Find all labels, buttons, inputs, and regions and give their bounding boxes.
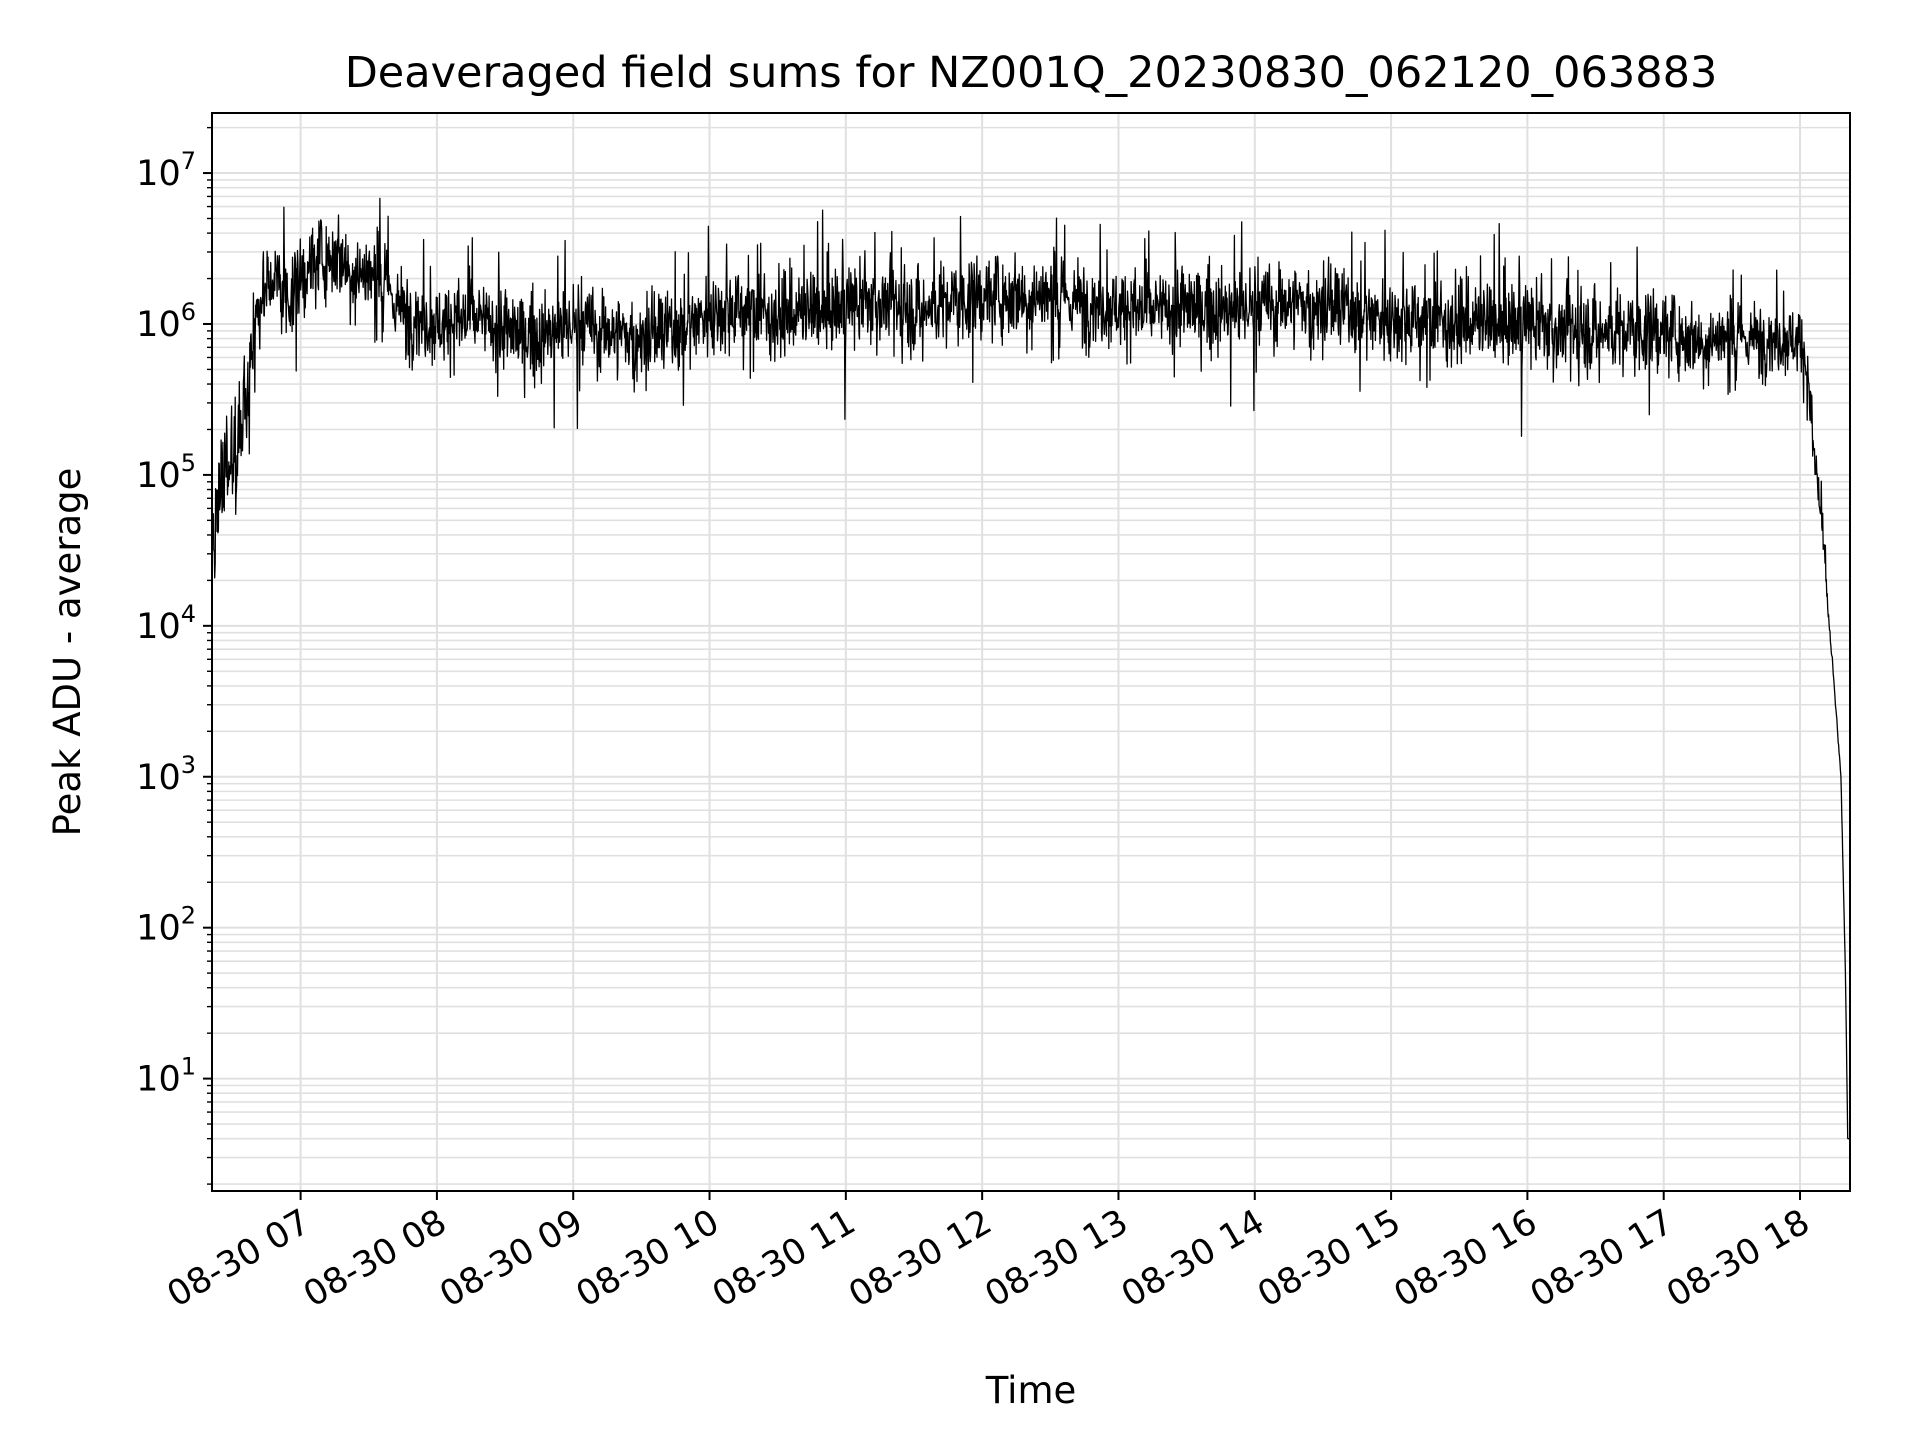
grid bbox=[212, 113, 1850, 1191]
y-tick-label: 101 bbox=[136, 1053, 196, 1100]
y-tick-label: 104 bbox=[136, 600, 196, 647]
y-tick-label: 102 bbox=[136, 902, 196, 949]
y-tick-label: 107 bbox=[136, 147, 196, 194]
x-axis-label: Time bbox=[985, 1369, 1077, 1412]
y-tick-label: 105 bbox=[136, 449, 196, 496]
y-axis-label: Peak ADU - average bbox=[46, 468, 89, 837]
y-tick-label: 103 bbox=[136, 751, 196, 798]
series-line bbox=[211, 197, 1851, 1140]
plot-frame bbox=[211, 112, 1851, 1192]
plot-area bbox=[211, 197, 1851, 1140]
y-tick-label: 106 bbox=[136, 298, 196, 345]
chart-title: Deaveraged field sums for NZ001Q_2023083… bbox=[345, 48, 1718, 98]
